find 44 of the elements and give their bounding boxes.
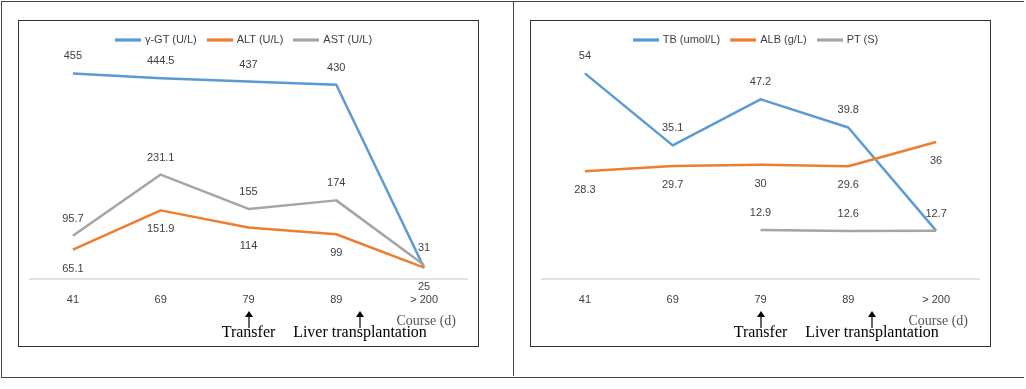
- data-label: 12.7: [925, 206, 947, 219]
- legend-label: AST (U/L): [323, 32, 373, 45]
- x-tick-label: > 200: [410, 292, 439, 305]
- x-tick-label: 69: [154, 292, 167, 305]
- legend-label: TB (umol/L): [662, 32, 721, 45]
- x-tick-label: 89: [842, 292, 855, 305]
- x-tick-label: 69: [666, 292, 679, 305]
- data-label: 231.1: [146, 150, 175, 163]
- data-label: 430: [327, 60, 346, 73]
- data-label: 31: [417, 240, 431, 253]
- data-label: 99: [330, 246, 343, 259]
- data-label: 12.9: [749, 205, 772, 218]
- data-label: 65.1: [62, 261, 84, 274]
- data-label: 95.7: [62, 211, 84, 224]
- data-label: 36: [929, 153, 943, 166]
- data-label: 29.6: [837, 178, 860, 191]
- legend-label: ALB (g/L): [760, 32, 807, 45]
- data-label: 437: [239, 57, 258, 70]
- x-tick-label: > 200: [922, 292, 951, 305]
- legend-label: PT (S): [846, 32, 879, 45]
- data-label: 35.1: [661, 121, 684, 134]
- x-tick-label: 79: [242, 292, 255, 305]
- text: Transfer: [733, 323, 788, 340]
- legend-label: ALT (U/L): [236, 32, 284, 45]
- data-label: 114: [239, 239, 258, 252]
- x-tick-label: 41: [578, 292, 592, 305]
- data-label: 25: [417, 279, 431, 292]
- data-label: 29.7: [661, 177, 684, 190]
- data-label: 444.5: [146, 54, 175, 67]
- data-label: 47.2: [749, 75, 772, 88]
- data-label: 54: [578, 49, 592, 62]
- text: Transfer: [221, 323, 276, 340]
- data-label: 28.3: [574, 183, 596, 196]
- legend-label: γ-GT (U/L): [144, 32, 197, 45]
- data-label: 155: [239, 184, 258, 197]
- x-tick-label: 79: [754, 292, 767, 305]
- data-label: 39.8: [837, 103, 860, 116]
- data-label: 455: [63, 49, 83, 62]
- data-label: 12.6: [837, 207, 860, 220]
- data-label: 174: [327, 176, 346, 189]
- x-tick-label: 41: [66, 292, 80, 305]
- x-tick-label: 89: [330, 292, 343, 305]
- data-label: 30: [754, 176, 767, 189]
- data-label: 151.9: [146, 222, 175, 235]
